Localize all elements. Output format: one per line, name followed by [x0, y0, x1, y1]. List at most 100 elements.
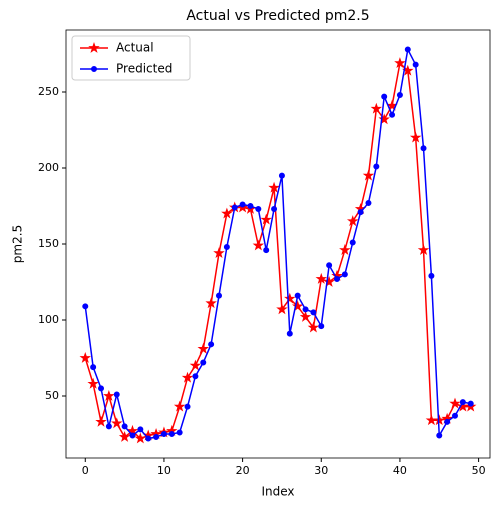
marker: [428, 272, 435, 279]
marker: [252, 239, 265, 251]
marker: [349, 239, 356, 246]
marker: [362, 169, 375, 181]
marker: [79, 351, 92, 363]
marker: [412, 61, 419, 68]
marker: [197, 342, 210, 354]
y-tick-label: 50: [45, 389, 59, 402]
y-axis-label: pm2.5: [11, 225, 25, 263]
marker: [103, 389, 115, 401]
marker: [113, 391, 120, 398]
x-tick-label: 20: [236, 464, 250, 477]
marker: [341, 271, 348, 278]
marker: [105, 423, 112, 430]
legend-marker: [91, 66, 97, 72]
marker: [357, 209, 364, 216]
marker: [291, 300, 304, 312]
marker: [221, 207, 233, 219]
marker: [286, 330, 293, 337]
marker: [168, 430, 175, 437]
marker: [213, 247, 225, 258]
marker: [90, 364, 97, 371]
marker: [173, 400, 186, 412]
x-tick-label: 30: [314, 464, 328, 477]
marker: [333, 275, 340, 282]
marker: [87, 377, 99, 389]
marker: [134, 432, 147, 444]
marker: [326, 262, 333, 269]
marker: [271, 206, 278, 213]
x-tick-label: 10: [157, 464, 171, 477]
marker: [389, 111, 396, 118]
marker: [436, 432, 443, 439]
marker: [417, 244, 430, 255]
legend-label: Actual: [116, 41, 154, 55]
marker: [223, 244, 230, 251]
marker: [409, 131, 422, 143]
marker: [449, 397, 461, 409]
marker: [192, 373, 199, 380]
marker: [216, 292, 223, 299]
marker: [239, 201, 246, 208]
marker: [181, 371, 194, 383]
marker: [294, 292, 301, 299]
chart-title: Actual vs Predicted pm2.5: [186, 8, 369, 24]
marker: [137, 426, 144, 433]
plot-frame: [65, 29, 491, 459]
marker: [82, 303, 89, 310]
marker: [302, 306, 309, 313]
marker: [315, 272, 328, 284]
x-tick-label: 0: [82, 464, 89, 477]
marker: [200, 359, 207, 366]
marker: [299, 310, 312, 322]
y-tick-label: 200: [38, 161, 59, 174]
marker: [160, 430, 167, 437]
marker: [208, 341, 215, 348]
marker: [346, 215, 359, 227]
y-tick-label: 100: [38, 313, 59, 326]
marker: [381, 93, 388, 100]
marker: [153, 434, 160, 441]
marker: [129, 432, 136, 439]
marker: [121, 423, 128, 430]
marker: [260, 213, 272, 225]
marker: [386, 99, 398, 111]
marker: [111, 417, 123, 429]
marker: [231, 204, 238, 211]
marker: [189, 359, 202, 371]
y-tick-label: 250: [38, 85, 59, 98]
marker: [95, 415, 107, 427]
marker: [176, 429, 183, 436]
marker: [184, 403, 191, 410]
marker: [373, 163, 380, 170]
marker: [247, 203, 254, 210]
y-tick-label: 150: [38, 237, 59, 250]
marker: [284, 292, 296, 304]
x-axis-label: Index: [261, 485, 294, 499]
marker: [323, 275, 335, 287]
marker: [205, 297, 217, 309]
marker: [318, 323, 325, 330]
marker: [307, 321, 320, 333]
marker: [118, 431, 131, 442]
marker: [255, 206, 262, 213]
marker: [276, 303, 288, 315]
marker: [263, 247, 270, 254]
marker: [370, 102, 383, 114]
marker: [310, 309, 317, 316]
marker: [98, 385, 105, 392]
marker: [459, 399, 466, 406]
x-tick-label: 50: [472, 464, 486, 477]
legend-label: Predicted: [116, 62, 172, 76]
marker: [404, 46, 411, 53]
marker: [278, 172, 285, 179]
marker: [365, 199, 372, 206]
marker: [444, 418, 451, 425]
marker: [467, 400, 474, 407]
legend-marker: [88, 41, 100, 53]
marker: [420, 145, 427, 152]
marker: [268, 181, 280, 193]
marker: [339, 244, 351, 255]
x-tick-label: 40: [393, 464, 407, 477]
marker: [451, 412, 458, 419]
